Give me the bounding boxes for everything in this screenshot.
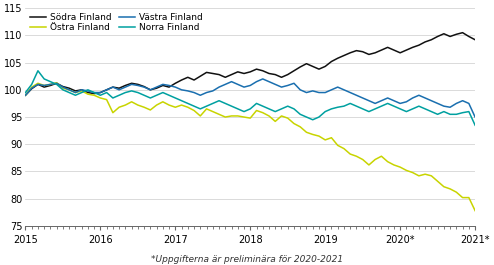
Södra Finland [397,51,403,54]
Östra Finland [472,209,478,212]
Legend: Södra Finland, Östra Finland, Västra Finland, Norra Finland: Södra Finland, Östra Finland, Västra Fin… [30,13,202,33]
Norra Finland [253,102,259,105]
Västra Finland [247,84,253,87]
Norra Finland [35,69,41,72]
Södra Finland [410,46,415,49]
Östra Finland [54,81,60,84]
Södra Finland [247,70,253,73]
Östra Finland [179,103,185,107]
Norra Finland [416,105,422,108]
Norra Finland [472,123,478,127]
Västra Finland [260,77,266,81]
Norra Finland [435,113,441,116]
Södra Finland [459,31,465,34]
Line: Östra Finland: Östra Finland [26,83,475,211]
Västra Finland [172,86,178,89]
Östra Finland [435,180,441,183]
Östra Finland [253,109,259,112]
Östra Finland [404,169,410,172]
Södra Finland [123,84,128,87]
Västra Finland [472,116,478,119]
Norra Finland [128,89,134,92]
Södra Finland [428,38,434,41]
Västra Finland [23,94,29,97]
Södra Finland [472,38,478,41]
Norra Finland [179,99,185,102]
Västra Finland [416,94,422,97]
Västra Finland [123,86,128,89]
Line: Västra Finland: Västra Finland [26,79,475,117]
Östra Finland [416,174,422,177]
Text: *Uppgifterna är preliminära för 2020-2021: *Uppgifterna är preliminära för 2020-202… [151,255,343,264]
Södra Finland [23,94,29,97]
Line: Norra Finland: Norra Finland [26,71,475,125]
Norra Finland [404,110,410,113]
Västra Finland [404,100,410,103]
Norra Finland [23,91,29,94]
Östra Finland [23,94,29,97]
Östra Finland [128,100,134,103]
Södra Finland [172,82,178,85]
Line: Södra Finland: Södra Finland [26,33,475,95]
Västra Finland [435,102,441,105]
